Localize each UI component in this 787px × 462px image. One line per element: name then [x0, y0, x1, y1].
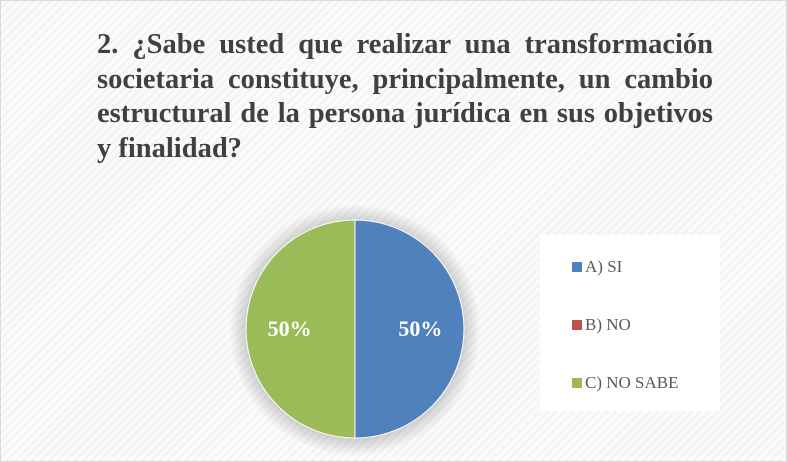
chart-title: 2. ¿Sabe usted que realizar una transfor…: [97, 29, 713, 164]
pie-slice: [245, 219, 356, 439]
data-label: 50%: [398, 316, 442, 341]
legend-label: B) NO: [585, 315, 631, 334]
legend-label: A) SI: [585, 257, 623, 276]
legend-swatch: [572, 320, 582, 330]
data-label: 50%: [268, 316, 312, 341]
legend-swatch: [572, 262, 582, 272]
legend-swatch: [572, 378, 582, 388]
pie-slice: [354, 219, 465, 439]
legend-box: [540, 235, 720, 411]
legend-label: C) NO SABE: [585, 373, 679, 392]
